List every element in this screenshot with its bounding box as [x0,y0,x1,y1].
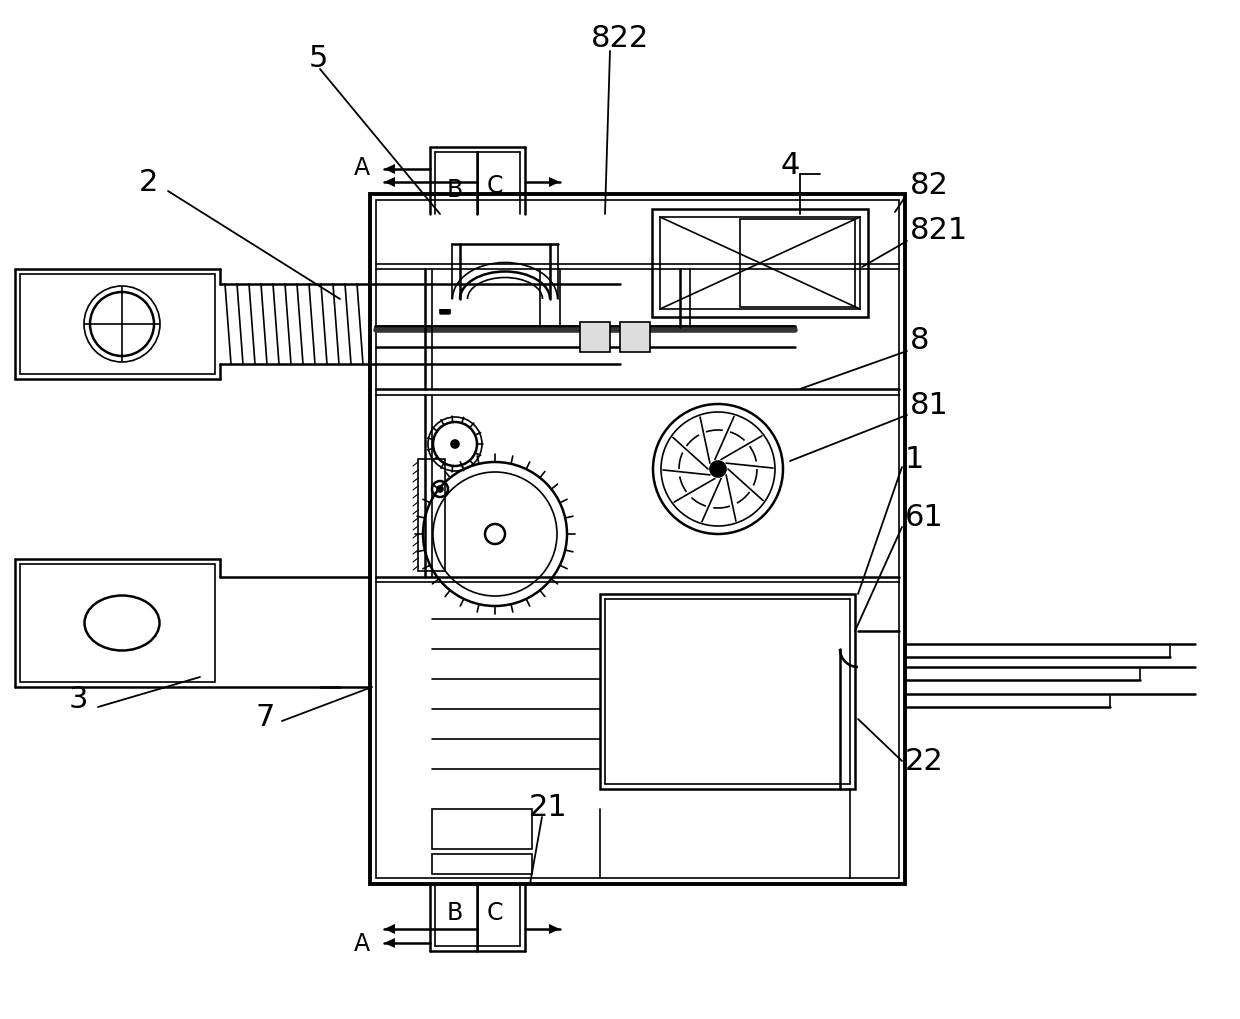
Text: 822: 822 [591,23,649,52]
Polygon shape [384,938,396,948]
Text: 4: 4 [780,151,800,179]
Polygon shape [549,178,560,187]
Bar [660,218,861,310]
Circle shape [436,486,443,492]
Text: 21: 21 [528,793,568,821]
Polygon shape [384,165,396,175]
Bar [20,275,215,375]
Polygon shape [384,178,396,187]
Text: 1: 1 [905,445,924,474]
Bar [370,195,905,884]
Text: 2: 2 [139,167,157,197]
Circle shape [711,462,725,478]
Bar [652,210,868,318]
Text: 3: 3 [68,685,88,713]
Bar [740,220,856,308]
Text: A: A [353,156,370,179]
Text: 22: 22 [905,747,944,775]
Bar [376,201,899,878]
Text: 82: 82 [910,170,949,200]
Text: 8: 8 [910,325,930,355]
Bar [20,565,215,683]
Text: 7: 7 [255,703,275,732]
Text: B: B [446,178,463,202]
Bar [432,854,532,874]
Text: 821: 821 [910,215,968,245]
Polygon shape [384,924,396,934]
Text: C: C [487,900,503,924]
Bar [418,460,445,572]
Bar [620,323,650,353]
Text: 61: 61 [905,503,944,532]
Text: A: A [353,931,370,955]
Bar [432,809,532,849]
Text: C: C [487,174,503,198]
Circle shape [451,440,459,448]
Polygon shape [549,924,560,934]
Bar [580,323,610,353]
Bar [600,594,856,790]
Text: B: B [446,900,463,924]
Text: 5: 5 [309,44,327,72]
Text: 81: 81 [910,390,949,419]
